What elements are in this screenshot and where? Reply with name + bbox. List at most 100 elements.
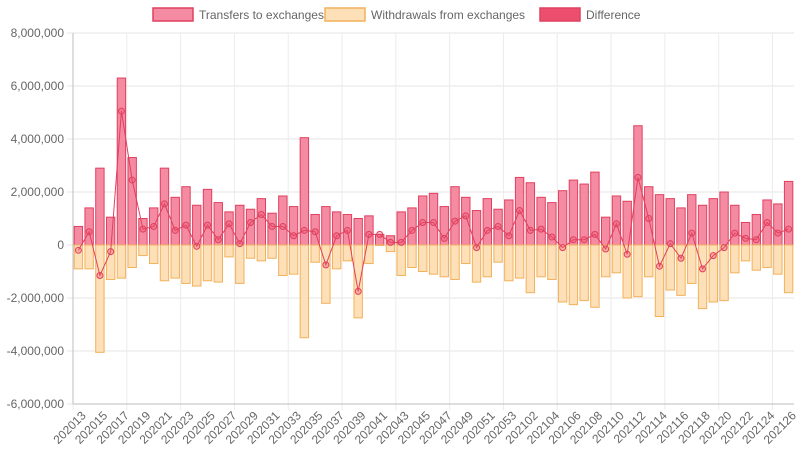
- withdrawals-bar[interactable]: [310, 244, 320, 263]
- difference-point[interactable]: [774, 229, 782, 237]
- transfers-bar[interactable]: [170, 196, 180, 246]
- withdrawals-bar[interactable]: [202, 244, 213, 282]
- difference-point[interactable]: [343, 226, 351, 234]
- withdrawals-bar[interactable]: [482, 244, 493, 278]
- withdrawals-bar[interactable]: [428, 244, 439, 275]
- difference-point[interactable]: [257, 211, 265, 219]
- difference-point[interactable]: [483, 226, 491, 234]
- transfers-bar[interactable]: [288, 206, 299, 246]
- legend[interactable]: Transfers to exchanges Withdrawals from e…: [152, 7, 641, 22]
- transfers-bar[interactable]: [568, 179, 579, 246]
- withdrawals-bar[interactable]: [654, 244, 665, 318]
- withdrawals-bar[interactable]: [299, 244, 310, 339]
- difference-point[interactable]: [742, 234, 750, 242]
- withdrawals-bar[interactable]: [687, 244, 697, 284]
- withdrawals-bar[interactable]: [557, 244, 568, 303]
- withdrawals-bar[interactable]: [331, 244, 342, 270]
- difference-point[interactable]: [591, 230, 599, 238]
- transfers-bar[interactable]: [687, 194, 697, 246]
- withdrawals-bar[interactable]: [138, 244, 148, 257]
- difference-point[interactable]: [290, 232, 298, 240]
- difference-point[interactable]: [677, 254, 685, 262]
- difference-point[interactable]: [117, 107, 125, 115]
- difference-point[interactable]: [214, 236, 222, 244]
- withdrawals-bar[interactable]: [590, 244, 600, 308]
- transfers-bar[interactable]: [557, 190, 568, 246]
- difference-point[interactable]: [311, 228, 319, 236]
- difference-point[interactable]: [752, 236, 760, 244]
- transfers-bar[interactable]: [321, 206, 331, 246]
- transfers-bar[interactable]: [482, 198, 493, 246]
- withdrawals-bar[interactable]: [127, 244, 137, 269]
- difference-point[interactable]: [322, 261, 330, 269]
- difference-point[interactable]: [419, 218, 427, 226]
- withdrawals-bar[interactable]: [493, 244, 503, 263]
- withdrawals-bar[interactable]: [213, 244, 223, 283]
- withdrawals-bar[interactable]: [644, 244, 654, 278]
- withdrawals-bar[interactable]: [418, 244, 428, 272]
- difference-point[interactable]: [462, 212, 470, 220]
- transfers-bar[interactable]: [536, 196, 546, 246]
- difference-point[interactable]: [279, 222, 287, 230]
- withdrawals-bar[interactable]: [73, 244, 84, 270]
- difference-point[interactable]: [494, 222, 502, 230]
- difference-point[interactable]: [204, 221, 212, 229]
- withdrawals-bar[interactable]: [407, 244, 417, 269]
- difference-point[interactable]: [128, 176, 136, 184]
- withdrawals-bar[interactable]: [321, 244, 331, 304]
- withdrawals-bar[interactable]: [353, 244, 363, 319]
- difference-point[interactable]: [376, 230, 384, 238]
- difference-point[interactable]: [182, 221, 190, 229]
- withdrawals-bar[interactable]: [396, 244, 406, 276]
- difference-point[interactable]: [440, 234, 448, 242]
- difference-point[interactable]: [150, 222, 158, 230]
- transfers-bar[interactable]: [116, 77, 127, 246]
- transfers-bar[interactable]: [407, 207, 417, 246]
- transfers-bar[interactable]: [676, 207, 686, 246]
- difference-point[interactable]: [107, 248, 115, 256]
- difference-point[interactable]: [236, 240, 244, 248]
- withdrawals-bar[interactable]: [633, 244, 643, 298]
- withdrawals-bar[interactable]: [740, 244, 751, 262]
- withdrawals-bar[interactable]: [267, 244, 277, 259]
- difference-point[interactable]: [763, 218, 771, 226]
- difference-point[interactable]: [96, 271, 104, 279]
- difference-point[interactable]: [365, 230, 373, 238]
- difference-point[interactable]: [193, 242, 201, 250]
- transfers-bar[interactable]: [730, 204, 740, 246]
- withdrawals-bar[interactable]: [665, 244, 675, 291]
- transfers-bar[interactable]: [525, 182, 536, 246]
- difference-point[interactable]: [171, 226, 179, 234]
- difference-point[interactable]: [225, 220, 233, 228]
- difference-point[interactable]: [612, 220, 620, 228]
- transfers-bar[interactable]: [697, 204, 708, 246]
- withdrawals-bar[interactable]: [181, 244, 191, 284]
- withdrawals-bar[interactable]: [374, 244, 385, 246]
- legend-item-transfers[interactable]: Transfers to exchanges: [152, 7, 324, 22]
- difference-point[interactable]: [74, 246, 82, 254]
- transfers-bar[interactable]: [783, 180, 794, 246]
- difference-point[interactable]: [247, 218, 255, 226]
- difference-point[interactable]: [559, 244, 567, 252]
- withdrawals-bar[interactable]: [105, 244, 116, 280]
- withdrawals-bar[interactable]: [525, 244, 536, 294]
- withdrawals-bar[interactable]: [235, 244, 245, 284]
- withdrawals-bar[interactable]: [783, 244, 794, 294]
- transfers-bar[interactable]: [256, 198, 267, 246]
- difference-point[interactable]: [655, 262, 663, 270]
- difference-point[interactable]: [85, 228, 93, 236]
- withdrawals-bar[interactable]: [256, 244, 267, 262]
- transfers-bar[interactable]: [600, 216, 611, 246]
- difference-point[interactable]: [526, 226, 534, 234]
- withdrawals-bar[interactable]: [385, 244, 396, 253]
- withdrawals-bar[interactable]: [697, 244, 708, 310]
- difference-point[interactable]: [451, 217, 459, 225]
- withdrawals-bar[interactable]: [84, 244, 94, 270]
- withdrawals-bar[interactable]: [116, 244, 127, 279]
- difference-point[interactable]: [731, 229, 739, 237]
- difference-point[interactable]: [634, 173, 642, 181]
- withdrawals-bar[interactable]: [762, 244, 772, 269]
- difference-point[interactable]: [623, 250, 631, 258]
- difference-point[interactable]: [709, 252, 717, 260]
- withdrawals-bar[interactable]: [461, 244, 471, 265]
